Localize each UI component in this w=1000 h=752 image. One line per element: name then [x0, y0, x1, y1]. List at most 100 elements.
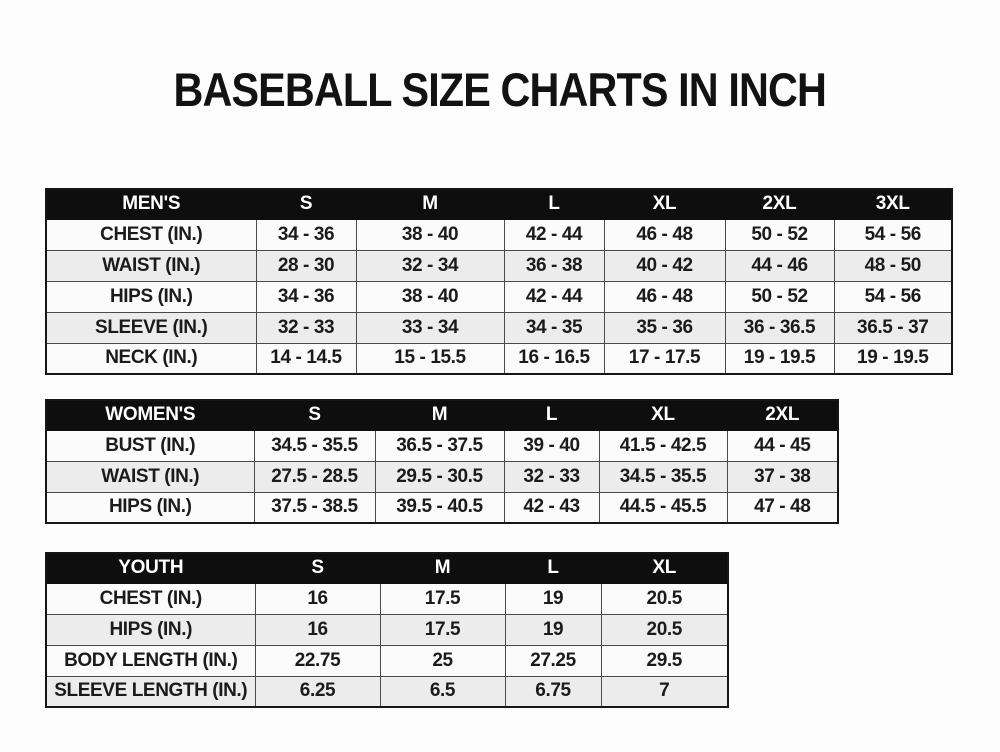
- column-header: L: [503, 399, 600, 431]
- size-value: 25: [379, 644, 506, 677]
- size-value: 33 - 34: [355, 311, 505, 344]
- size-value: 36.5 - 37: [833, 311, 953, 344]
- table-row: BODY LENGTH (IN.) 22.75 25 27.25 29.5: [45, 644, 729, 677]
- size-value: 6.75: [504, 675, 602, 708]
- size-value: 19: [504, 582, 602, 615]
- size-value: 19: [504, 613, 602, 646]
- size-value: 44.5 - 45.5: [598, 491, 728, 524]
- table-row: WAIST (IN.) 28 - 30 32 - 34 36 - 38 40 - 42 4…: [45, 249, 953, 282]
- size-value: 38 - 40: [355, 280, 505, 313]
- row-label: HIPS (IN.): [45, 613, 256, 646]
- size-value: 19 - 19.5: [724, 342, 835, 375]
- table-row: BUST (IN.) 34.5 - 35.5 36.5 - 37.5 39 - 40 4…: [45, 429, 839, 462]
- size-value: 35 - 36: [603, 311, 726, 344]
- size-value: 38 - 40: [355, 218, 505, 251]
- column-header: M: [379, 552, 506, 584]
- youth-size-chart: YOUTH S M L XL CHEST (IN.) 16 17.5 19 20.5 HIPS (I…: [45, 552, 729, 708]
- size-value: 20.5: [600, 582, 729, 615]
- size-value: 50 - 52: [724, 218, 835, 251]
- page-title-text: BASEBALL SIZE CHARTS IN INCH: [173, 63, 827, 116]
- column-header: 3XL: [833, 188, 953, 220]
- table-row: CHEST (IN.) 16 17.5 19 20.5: [45, 582, 729, 615]
- table-row: SLEEVE LENGTH (IN.) 6.25 6.5 6.75 7: [45, 675, 729, 708]
- column-header: 2XL: [724, 188, 835, 220]
- size-value: 14 - 14.5: [255, 342, 357, 375]
- size-value: 17.5: [379, 582, 506, 615]
- header-row: WOMEN'S S M L XL 2XL: [45, 399, 839, 431]
- row-label: NECK (IN.): [45, 342, 257, 375]
- size-value: 42 - 44: [503, 218, 605, 251]
- column-header: XL: [603, 188, 726, 220]
- size-value: 50 - 52: [724, 280, 835, 313]
- size-value: 46 - 48: [603, 218, 726, 251]
- row-label: SLEEVE (IN.): [45, 311, 257, 344]
- column-header: S: [255, 188, 357, 220]
- size-value: 36 - 36.5: [724, 311, 835, 344]
- table-row: HIPS (IN.) 16 17.5 19 20.5: [45, 613, 729, 646]
- size-value: 20.5: [600, 613, 729, 646]
- row-label: CHEST (IN.): [45, 582, 256, 615]
- size-value: 22.75: [254, 644, 381, 677]
- size-value: 42 - 44: [503, 280, 605, 313]
- table-row: SLEEVE (IN.) 32 - 33 33 - 34 34 - 35 35 - 36…: [45, 311, 953, 344]
- size-value: 54 - 56: [833, 218, 953, 251]
- mens-size-chart: MEN'S S M L XL 2XL 3XL CHEST (IN.) 34 - 36 38 - 4…: [45, 188, 953, 375]
- row-label: SLEEVE LENGTH (IN.): [45, 675, 256, 708]
- column-header: XL: [600, 552, 729, 584]
- size-value: 47 - 48: [726, 491, 839, 524]
- size-value: 48 - 50: [833, 249, 953, 282]
- size-value: 37.5 - 38.5: [253, 491, 376, 524]
- youth-size-chart-slot: YOUTH S M L XL CHEST (IN.) 16 17.5 19 20.5 HIPS (I…: [45, 552, 729, 708]
- size-value: 6.25: [254, 675, 381, 708]
- row-label: HIPS (IN.): [45, 491, 255, 524]
- size-value: 34 - 36: [255, 218, 357, 251]
- row-label: BUST (IN.): [45, 429, 255, 462]
- row-label: WAIST (IN.): [45, 460, 255, 493]
- table-row: HIPS (IN.) 37.5 - 38.5 39.5 - 40.5 42 - 43 4…: [45, 491, 839, 524]
- column-header: L: [504, 552, 602, 584]
- size-value: 7: [600, 675, 729, 708]
- size-value: 34.5 - 35.5: [253, 429, 376, 462]
- size-value: 27.25: [504, 644, 602, 677]
- size-value: 19 - 19.5: [833, 342, 953, 375]
- womens-size-chart-slot: WOMEN'S S M L XL 2XL BUST (IN.) 34.5 - 35.5 36.5…: [45, 399, 839, 524]
- womens-size-chart: WOMEN'S S M L XL 2XL BUST (IN.) 34.5 - 35.5 36.5…: [45, 399, 839, 524]
- table-row: NECK (IN.) 14 - 14.5 15 - 15.5 16 - 16.5 17 …: [45, 342, 953, 375]
- size-value: 39 - 40: [503, 429, 600, 462]
- size-value: 39.5 - 40.5: [374, 491, 505, 524]
- table-title-cell: WOMEN'S: [45, 399, 255, 431]
- table-title-cell: YOUTH: [45, 552, 256, 584]
- size-value: 46 - 48: [603, 280, 726, 313]
- size-value: 29.5: [600, 644, 729, 677]
- size-value: 17 - 17.5: [603, 342, 726, 375]
- size-value: 36.5 - 37.5: [374, 429, 505, 462]
- size-value: 54 - 56: [833, 280, 953, 313]
- size-value: 29.5 - 30.5: [374, 460, 505, 493]
- size-value: 28 - 30: [255, 249, 357, 282]
- column-header: L: [503, 188, 605, 220]
- size-value: 44 - 45: [726, 429, 839, 462]
- size-value: 16: [254, 613, 381, 646]
- size-value: 17.5: [379, 613, 506, 646]
- size-value: 36 - 38: [503, 249, 605, 282]
- column-header: M: [355, 188, 505, 220]
- row-label: WAIST (IN.): [45, 249, 257, 282]
- page-title: BASEBALL SIZE CHARTS IN INCH: [0, 58, 1000, 122]
- size-value: 15 - 15.5: [355, 342, 505, 375]
- size-value: 42 - 43: [503, 491, 600, 524]
- table-row: WAIST (IN.) 27.5 - 28.5 29.5 - 30.5 32 - 33…: [45, 460, 839, 493]
- table-row: HIPS (IN.) 34 - 36 38 - 40 42 - 44 46 - 48 50…: [45, 280, 953, 313]
- size-value: 6.5: [379, 675, 506, 708]
- column-header: M: [374, 399, 505, 431]
- table-title-cell: MEN'S: [45, 188, 257, 220]
- table-row: CHEST (IN.) 34 - 36 38 - 40 42 - 44 46 - 48 5…: [45, 218, 953, 251]
- column-header: S: [254, 552, 381, 584]
- size-value: 44 - 46: [724, 249, 835, 282]
- size-value: 16: [254, 582, 381, 615]
- row-label: BODY LENGTH (IN.): [45, 644, 256, 677]
- column-header: 2XL: [726, 399, 839, 431]
- size-value: 32 - 34: [355, 249, 505, 282]
- size-value: 41.5 - 42.5: [598, 429, 728, 462]
- size-value: 34.5 - 35.5: [598, 460, 728, 493]
- row-label: HIPS (IN.): [45, 280, 257, 313]
